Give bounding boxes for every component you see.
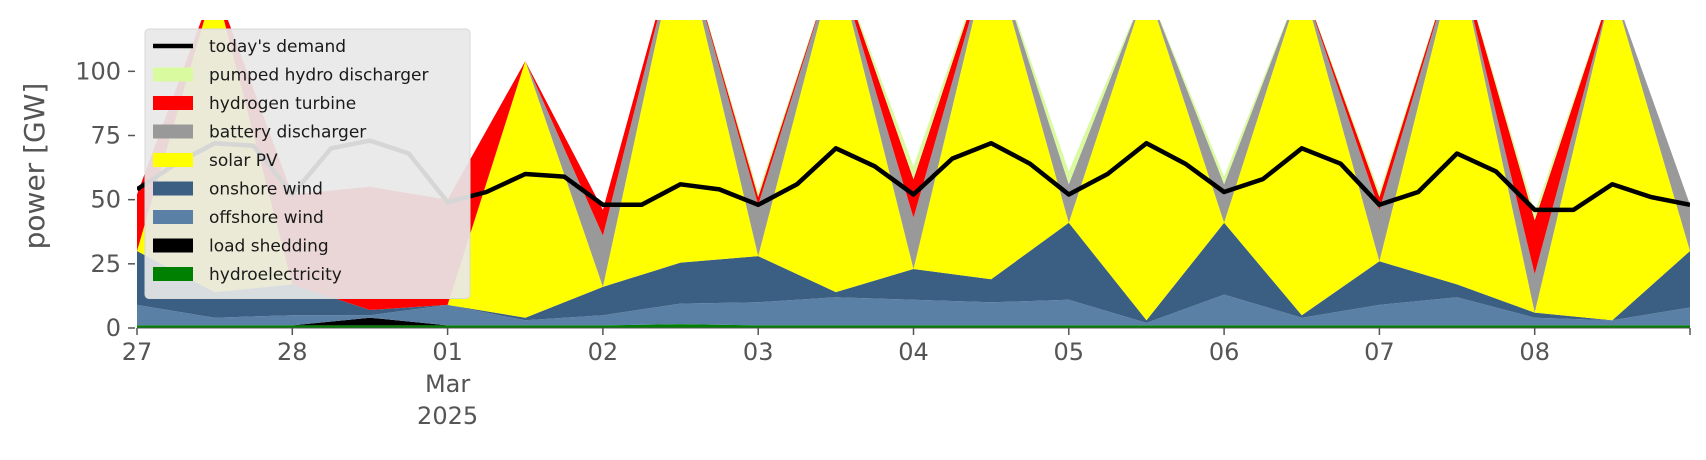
x-tick-label: 03: [743, 338, 774, 366]
area-solar-pv: [137, 20, 1690, 321]
legend-swatch-load-shedding: [153, 238, 193, 253]
area-battery-discharger: [137, 20, 1690, 313]
y-axis: 0 25 50 75 100: [75, 57, 135, 342]
legend-swatch-onshore-wind: [153, 181, 193, 196]
x-tick-label: 02: [588, 338, 619, 366]
legend: today's demand pumped hydro discharger hyd…: [144, 28, 471, 299]
y-tick-label: 0: [106, 314, 121, 342]
x-tick-label: 08: [1519, 338, 1550, 366]
y-tick-label: 100: [75, 57, 121, 85]
legend-swatch-pumped-hydro-discharger: [153, 67, 193, 82]
x-tick-label: 04: [898, 338, 929, 366]
legend-label-solar-pv: solar PV: [209, 151, 278, 171]
area-hydroelectricity: [137, 324, 1690, 328]
legend-swatch-offshore-wind: [153, 210, 193, 224]
y-tick-label: 75: [90, 122, 121, 150]
legend-swatch-hydrogen-turbine: [153, 96, 193, 110]
x-tick-label: 28: [277, 338, 308, 366]
legend-swatch-battery-discharger: [153, 124, 193, 139]
x-tick-label: 01 Mar 2025: [417, 338, 478, 430]
area-offshore-wind: [137, 294, 1690, 326]
legend-swatch-hydroelectricity: [153, 267, 193, 281]
legend-label-onshore-wind: onshore wind: [209, 180, 323, 200]
x-tick-label: 06: [1209, 338, 1240, 366]
legend-label-hydrogen-turbine: hydrogen turbine: [209, 94, 356, 114]
area-onshore-wind: [137, 222, 1690, 323]
y-axis-label: power [GW]: [18, 83, 51, 250]
legend-label-pumped-hydro-discharger: pumped hydro discharger: [209, 66, 428, 86]
legend-label-offshore-wind: offshore wind: [209, 208, 324, 228]
x-tick-label: 07: [1364, 338, 1395, 366]
legend-swatch-solar-pv: [153, 153, 193, 167]
legend-label-load-shedding: load shedding: [209, 237, 329, 257]
x-axis: 27 28 01 Mar 2025 02 03 04 05 06 07 08: [122, 327, 1691, 430]
legend-label-hydroelectricity: hydroelectricity: [209, 265, 342, 285]
y-tick-label: 50: [90, 186, 121, 214]
legend-box: [144, 28, 471, 299]
legend-label-today-s-demand: today's demand: [209, 37, 346, 57]
x-tick-label: 27: [122, 338, 153, 366]
x-tick-label: 05: [1054, 338, 1085, 366]
legend-label-battery-discharger: battery discharger: [209, 123, 366, 143]
y-tick-label: 25: [90, 250, 121, 278]
